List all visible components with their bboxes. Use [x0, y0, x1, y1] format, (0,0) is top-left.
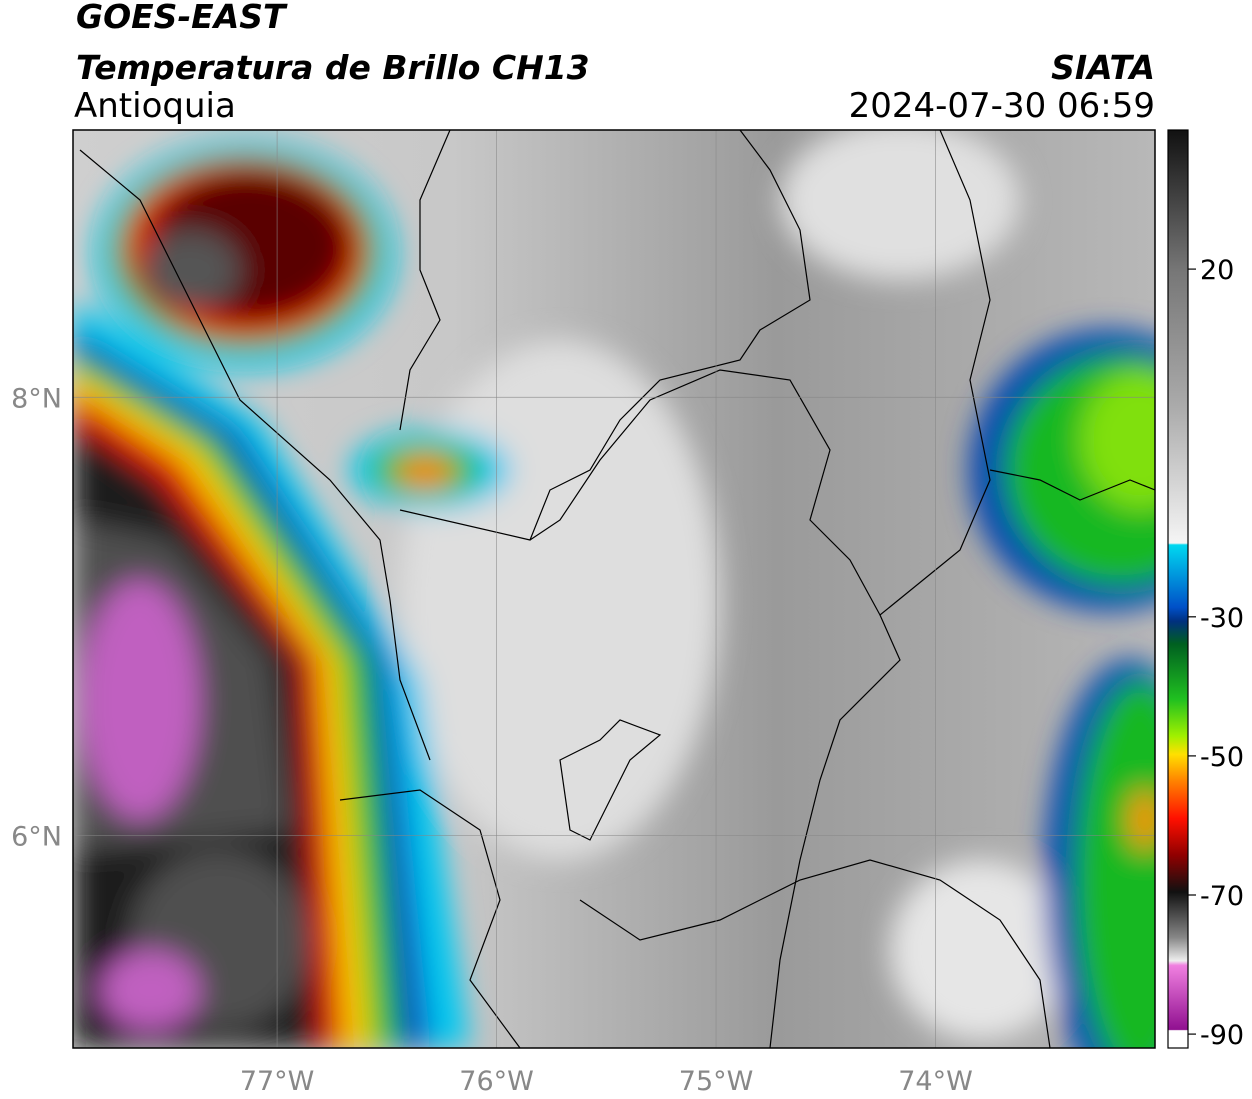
colorbar-tick-label: -30 [1200, 603, 1244, 634]
x-tick-label: 77°W [240, 1066, 315, 1097]
borders [79, 130, 1155, 1048]
satellite-image [73, 130, 1155, 1048]
map-frame [72, 129, 1156, 1049]
region: Antioquia [74, 86, 236, 126]
y-tick-label: 8°N [11, 383, 62, 414]
title: GOES-EAST [76, 0, 288, 36]
x-tick-label: 74°W [898, 1066, 973, 1097]
axes: 77°W 76°W 75°W 74°W 8°N 6°N 20 -30 -50 -70 -90 [11, 255, 1244, 1097]
x-tick-label: 76°W [459, 1066, 534, 1097]
timestamp: 2024-07-30 06:59 [849, 86, 1155, 126]
colorbar-tick-label: -90 [1200, 1020, 1244, 1051]
colorbar [1167, 129, 1189, 1049]
colorbar-tick-label: -70 [1200, 881, 1244, 912]
grid [73, 130, 1155, 1048]
source: SIATA [1051, 48, 1155, 87]
colorbar-tick-label: -50 [1200, 742, 1244, 773]
colorbar-tick-label: 20 [1200, 255, 1234, 286]
y-tick-label: 6°N [11, 821, 62, 852]
subtitle: Temperatura de Brillo CH13 [76, 48, 590, 87]
x-tick-label: 75°W [679, 1066, 754, 1097]
